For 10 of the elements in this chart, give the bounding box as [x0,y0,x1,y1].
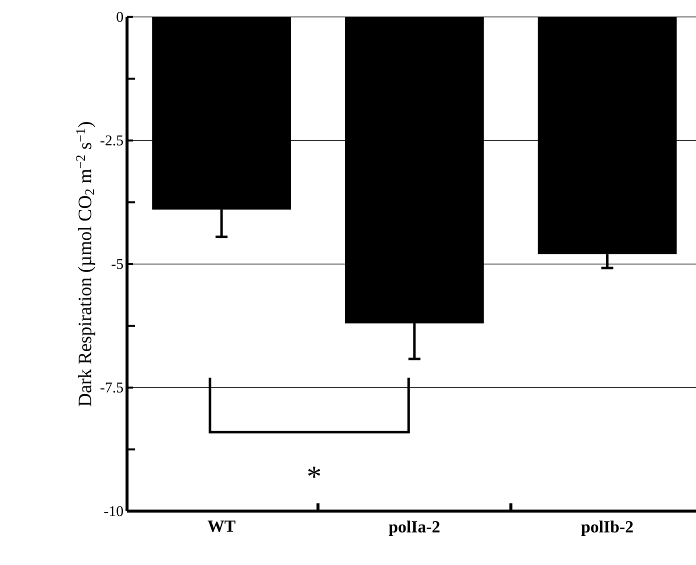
y-tick-label: -10 [104,506,123,516]
x-tick-label: WT [208,520,236,532]
y-axis-title: Dark Respiration (µmol CO$_{2}$ m$^{−2}$ s$^{−1}$) [76,122,96,406]
y-tick-label: -7.5 [100,382,123,393]
annotation: * [308,466,320,478]
y-tick-label: 0 [116,12,123,22]
x-tick-label: polIb-2 [581,520,633,536]
x-tick-label: polIa-2 [388,520,440,536]
y-tick-label: -2.5 [100,135,123,146]
y-tick-label: -5 [112,259,123,269]
